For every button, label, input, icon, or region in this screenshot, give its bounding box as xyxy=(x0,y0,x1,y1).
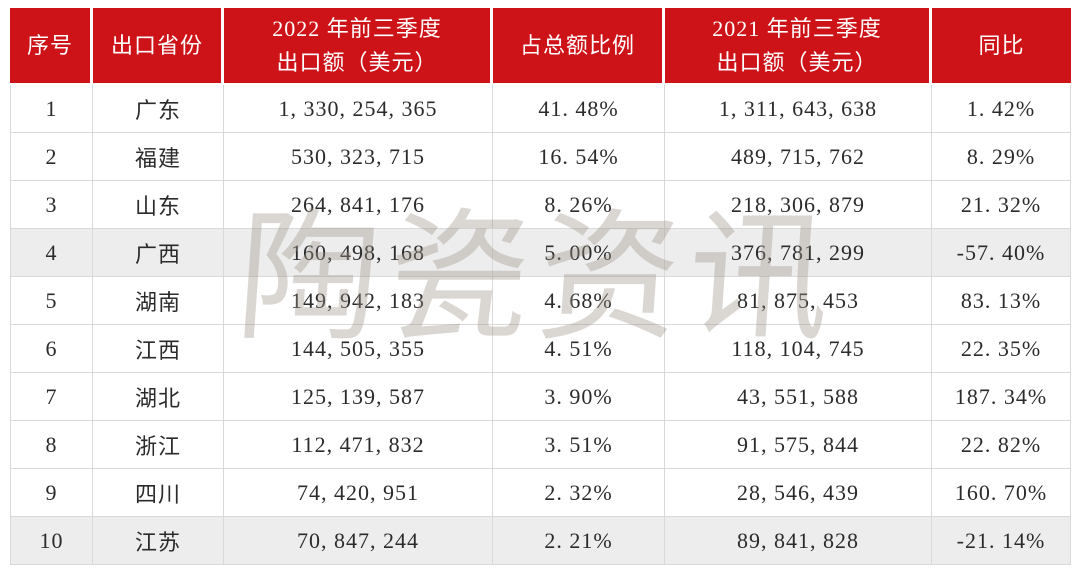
cell-index: 5 xyxy=(10,277,93,325)
cell-province: 广西 xyxy=(93,229,224,277)
table-header-row: 序号 出口省份 2022 年前三季度 出口额（美元） 占总额比例 2021 年前… xyxy=(10,8,1071,85)
header-label: 出口额（美元） xyxy=(276,49,438,75)
export-table: 序号 出口省份 2022 年前三季度 出口额（美元） 占总额比例 2021 年前… xyxy=(10,8,1071,565)
table-body: 1 广东 1, 330, 254, 365 41. 48% 1, 311, 64… xyxy=(10,85,1071,565)
cell-province: 浙江 xyxy=(93,421,224,469)
header-label: 2021 年前三季度 xyxy=(712,15,882,41)
cell-yoy: 187. 34% xyxy=(932,373,1071,421)
cell-share: 16. 54% xyxy=(493,133,665,181)
table-row: 4 广西 160, 498, 168 5. 00% 376, 781, 299 … xyxy=(10,229,1071,277)
cell-yoy: 22. 35% xyxy=(932,325,1071,373)
cell-share: 3. 51% xyxy=(493,421,665,469)
cell-share: 5. 00% xyxy=(493,229,665,277)
cell-province: 湖北 xyxy=(93,373,224,421)
header-label: 占总额比例 xyxy=(519,32,635,58)
cell-export-2021: 376, 781, 299 xyxy=(665,229,932,277)
cell-yoy: 83. 13% xyxy=(932,277,1071,325)
header-label: 2022 年前三季度 xyxy=(272,15,442,41)
table-row: 9 四川 74, 420, 951 2. 32% 28, 546, 439 16… xyxy=(10,469,1071,517)
cell-export-2021: 91, 575, 844 xyxy=(665,421,932,469)
cell-export-2021: 218, 306, 879 xyxy=(665,181,932,229)
cell-export-2021: 89, 841, 828 xyxy=(665,517,932,565)
cell-share: 3. 90% xyxy=(493,373,665,421)
cell-index: 6 xyxy=(10,325,93,373)
table-header: 序号 出口省份 2022 年前三季度 出口额（美元） 占总额比例 2021 年前… xyxy=(10,8,1071,85)
cell-share: 2. 21% xyxy=(493,517,665,565)
cell-index: 3 xyxy=(10,181,93,229)
table-row: 1 广东 1, 330, 254, 365 41. 48% 1, 311, 64… xyxy=(10,85,1071,133)
cell-index: 7 xyxy=(10,373,93,421)
cell-export-2022: 144, 505, 355 xyxy=(224,325,493,373)
cell-export-2022: 1, 330, 254, 365 xyxy=(224,85,493,133)
cell-share: 2. 32% xyxy=(493,469,665,517)
cell-export-2021: 489, 715, 762 xyxy=(665,133,932,181)
cell-province: 江西 xyxy=(93,325,224,373)
table-row: 2 福建 530, 323, 715 16. 54% 489, 715, 762… xyxy=(10,133,1071,181)
cell-export-2022: 160, 498, 168 xyxy=(224,229,493,277)
cell-share: 4. 51% xyxy=(493,325,665,373)
cell-index: 10 xyxy=(10,517,93,565)
cell-share: 41. 48% xyxy=(493,85,665,133)
cell-province: 四川 xyxy=(93,469,224,517)
cell-province: 广东 xyxy=(93,85,224,133)
cell-export-2022: 112, 471, 832 xyxy=(224,421,493,469)
cell-province: 山东 xyxy=(93,181,224,229)
table-row: 3 山东 264, 841, 176 8. 26% 218, 306, 879 … xyxy=(10,181,1071,229)
cell-index: 9 xyxy=(10,469,93,517)
cell-export-2021: 118, 104, 745 xyxy=(665,325,932,373)
cell-yoy: 21. 32% xyxy=(932,181,1071,229)
header-col-index: 序号 xyxy=(10,8,93,85)
page: 序号 出口省份 2022 年前三季度 出口额（美元） 占总额比例 2021 年前… xyxy=(0,8,1080,578)
cell-export-2022: 530, 323, 715 xyxy=(224,133,493,181)
cell-index: 1 xyxy=(10,85,93,133)
header-col-share: 占总额比例 xyxy=(493,8,665,85)
cell-export-2022: 125, 139, 587 xyxy=(224,373,493,421)
cell-export-2022: 264, 841, 176 xyxy=(224,181,493,229)
cell-index: 8 xyxy=(10,421,93,469)
header-col-province: 出口省份 xyxy=(93,8,224,85)
cell-yoy: -21. 14% xyxy=(932,517,1071,565)
cell-yoy: -57. 40% xyxy=(932,229,1071,277)
table-row: 8 浙江 112, 471, 832 3. 51% 91, 575, 844 2… xyxy=(10,421,1071,469)
cell-province: 江苏 xyxy=(93,517,224,565)
cell-export-2022: 70, 847, 244 xyxy=(224,517,493,565)
cell-export-2022: 149, 942, 183 xyxy=(224,277,493,325)
cell-yoy: 8. 29% xyxy=(932,133,1071,181)
header-label: 出口额（美元） xyxy=(716,49,878,75)
cell-export-2021: 43, 551, 588 xyxy=(665,373,932,421)
cell-yoy: 160. 70% xyxy=(932,469,1071,517)
table-row: 5 湖南 149, 942, 183 4. 68% 81, 875, 453 8… xyxy=(10,277,1071,325)
cell-index: 2 xyxy=(10,133,93,181)
cell-export-2022: 74, 420, 951 xyxy=(224,469,493,517)
cell-export-2021: 81, 875, 453 xyxy=(665,277,932,325)
cell-share: 8. 26% xyxy=(493,181,665,229)
cell-index: 4 xyxy=(10,229,93,277)
table-row: 7 湖北 125, 139, 587 3. 90% 43, 551, 588 1… xyxy=(10,373,1071,421)
cell-share: 4. 68% xyxy=(493,277,665,325)
cell-export-2021: 1, 311, 643, 638 xyxy=(665,85,932,133)
cell-province: 福建 xyxy=(93,133,224,181)
header-label: 同比 xyxy=(978,32,1025,58)
cell-yoy: 1. 42% xyxy=(932,85,1071,133)
header-col-export-2022: 2022 年前三季度 出口额（美元） xyxy=(224,8,493,85)
header-col-yoy: 同比 xyxy=(932,8,1071,85)
table-row: 10 江苏 70, 847, 244 2. 21% 89, 841, 828 -… xyxy=(10,517,1071,565)
header-label: 序号 xyxy=(26,32,73,58)
cell-export-2021: 28, 546, 439 xyxy=(665,469,932,517)
cell-province: 湖南 xyxy=(93,277,224,325)
header-col-export-2021: 2021 年前三季度 出口额（美元） xyxy=(665,8,932,85)
table-row: 6 江西 144, 505, 355 4. 51% 118, 104, 745 … xyxy=(10,325,1071,373)
cell-yoy: 22. 82% xyxy=(932,421,1071,469)
header-label: 出口省份 xyxy=(110,32,203,58)
